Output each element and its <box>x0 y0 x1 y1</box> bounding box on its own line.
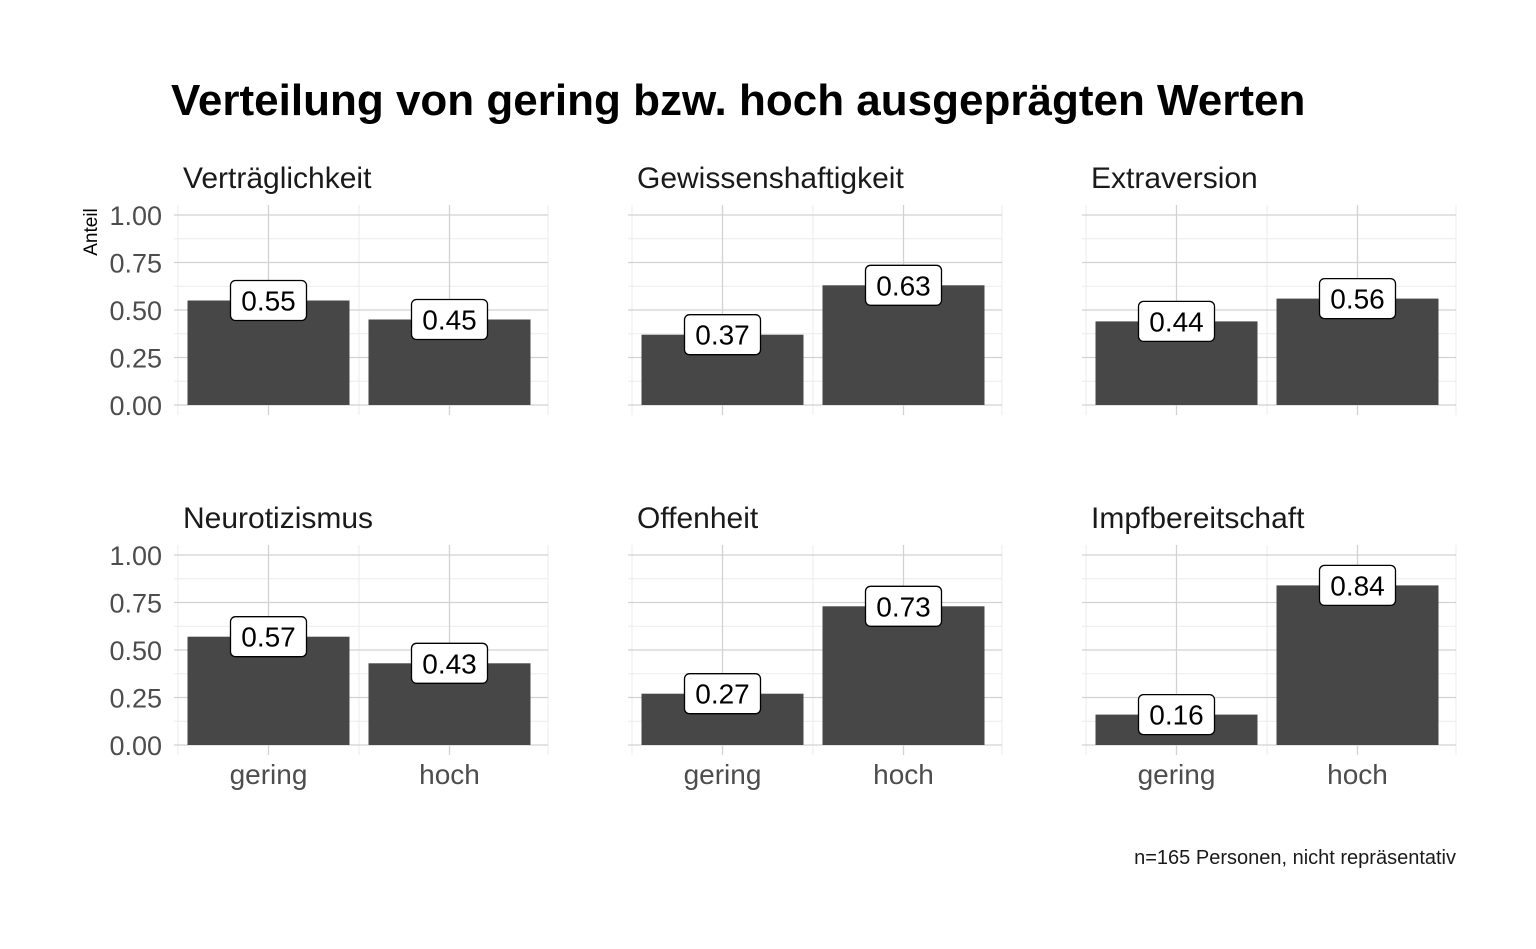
data-label: 0.44 <box>1149 306 1204 337</box>
facet-5: Offenheit 0.27 0.73 gering hoch <box>628 502 1003 790</box>
y-tick-label: 0.25 <box>109 684 162 714</box>
bar-hoch <box>822 606 985 745</box>
data-label-box <box>864 264 943 306</box>
y-tick-label: 0.00 <box>109 391 162 421</box>
x-tick-label: hoch <box>873 759 934 790</box>
facet-title: Gewissenshaftigkeit <box>637 162 904 195</box>
y-tick-label: 0.25 <box>109 344 162 374</box>
data-label-box <box>683 314 762 356</box>
x-tick-label: hoch <box>419 759 480 790</box>
data-label-box <box>683 673 762 715</box>
facet-title: Neurotizismus <box>183 502 373 535</box>
facets: Verträglichkeit 0.00 0.25 0.50 0.75 1.00 0.55 0… <box>109 162 1457 790</box>
facet-title: Extraversion <box>1091 162 1258 195</box>
y-tick-label: 1.00 <box>109 201 162 231</box>
bar-hoch <box>1276 585 1439 745</box>
y-tick-label: 0.75 <box>109 589 162 619</box>
facet-title: Impfbereitschaft <box>1091 502 1305 535</box>
y-axis-label: Anteil <box>81 208 102 256</box>
data-label: 0.84 <box>1330 570 1385 601</box>
y-tick-label: 0.50 <box>109 636 162 666</box>
facet-title: Verträglichkeit <box>183 162 372 195</box>
data-label-box <box>1318 564 1397 607</box>
facet-title: Offenheit <box>637 502 759 535</box>
data-label: 0.56 <box>1330 284 1385 315</box>
chart-title: Verteilung von gering bzw. hoch ausgeprä… <box>171 76 1305 125</box>
data-label: 0.45 <box>422 305 477 336</box>
data-label-box <box>864 585 943 627</box>
y-tick-label: 0.00 <box>109 731 162 761</box>
data-label: 0.16 <box>1149 700 1204 731</box>
x-tick-label: hoch <box>1327 759 1388 790</box>
data-label: 0.63 <box>876 270 931 301</box>
chart-caption: n=165 Personen, nicht repräsentativ <box>1134 847 1456 869</box>
data-label-box <box>1318 277 1397 320</box>
data-label-box <box>229 616 308 658</box>
data-label-box <box>1137 693 1216 736</box>
y-tick-label: 1.00 <box>109 541 162 571</box>
x-tick-label: gering <box>230 759 308 790</box>
data-label: 0.27 <box>695 679 750 710</box>
data-label: 0.57 <box>241 622 296 653</box>
data-label: 0.43 <box>422 648 477 679</box>
y-tick-label: 0.75 <box>109 249 162 279</box>
x-tick-label: gering <box>684 759 762 790</box>
data-label-box <box>1137 300 1216 343</box>
x-tick-label: gering <box>1138 759 1216 790</box>
facet-6: Impfbereitschaft 0.16 0.84 gering hoch <box>1082 502 1457 790</box>
data-label-box <box>410 642 489 684</box>
data-label: 0.73 <box>876 591 931 622</box>
y-tick-label: 0.50 <box>109 296 162 326</box>
data-label-box <box>410 298 489 341</box>
facet-1: Verträglichkeit 0.00 0.25 0.50 0.75 1.00 0.55 0… <box>109 162 549 421</box>
facet-2: Gewissenshaftigkeit 0.37 0.63 <box>628 162 1003 415</box>
data-label: 0.55 <box>241 286 296 317</box>
facet-4: Neurotizismus 0.00 0.25 0.50 0.75 1.00 0.57 0.4… <box>109 502 549 790</box>
data-label: 0.37 <box>695 320 750 351</box>
facet-3: Extraversion 0.44 0.56 <box>1082 162 1457 415</box>
data-label-box <box>229 279 308 322</box>
